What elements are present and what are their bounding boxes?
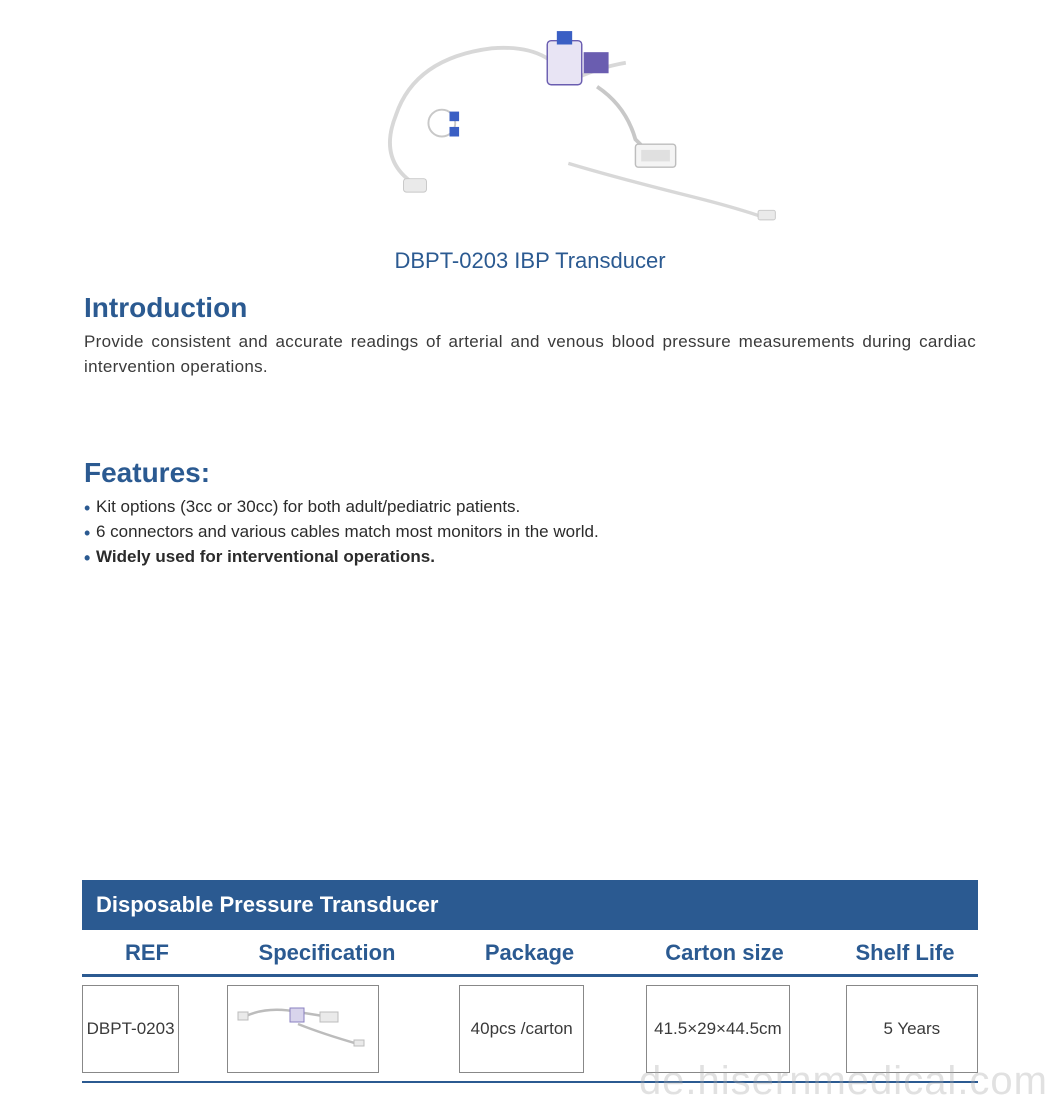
cell-ref: DBPT-0203	[82, 985, 179, 1073]
product-illustration	[270, 0, 790, 240]
introduction-heading: Introduction	[84, 292, 976, 324]
cell-carton-size: 41.5×29×44.5cm	[646, 985, 789, 1073]
product-image-area: DBPT-0203 IBP Transducer	[0, 0, 1060, 250]
features-section: Features: Kit options (3cc or 30cc) for …	[0, 457, 1060, 569]
spec-thumb-icon	[228, 994, 378, 1064]
col-header-carton: Carton size	[617, 940, 832, 966]
product-title: DBPT-0203 IBP Transducer	[0, 248, 1060, 274]
col-header-package: Package	[442, 940, 617, 966]
cell-shelf-life: 5 Years	[846, 985, 978, 1073]
cell-package: 40pcs /carton	[459, 985, 584, 1073]
introduction-section: Introduction Provide consistent and accu…	[0, 292, 1060, 379]
feature-item: Kit options (3cc or 30cc) for both adult…	[84, 495, 976, 520]
feature-item: 6 connectors and various cables match mo…	[84, 520, 976, 545]
col-header-shelf: Shelf Life	[832, 940, 978, 966]
table-header-row: REF Specification Package Carton size Sh…	[82, 930, 978, 977]
table-row: DBPT-0203 40pcs /carton 41.5×29×44.5cm 5…	[82, 977, 978, 1083]
col-header-spec: Specification	[212, 940, 442, 966]
features-heading: Features:	[84, 457, 976, 489]
spec-table: Disposable Pressure Transducer REF Speci…	[82, 880, 978, 1083]
feature-list: Kit options (3cc or 30cc) for both adult…	[84, 495, 976, 569]
cell-specification-image	[227, 985, 379, 1073]
col-header-ref: REF	[82, 940, 212, 966]
feature-item: Widely used for interventional operation…	[84, 545, 976, 570]
introduction-text: Provide consistent and accurate readings…	[84, 330, 976, 379]
table-banner: Disposable Pressure Transducer	[82, 880, 978, 930]
